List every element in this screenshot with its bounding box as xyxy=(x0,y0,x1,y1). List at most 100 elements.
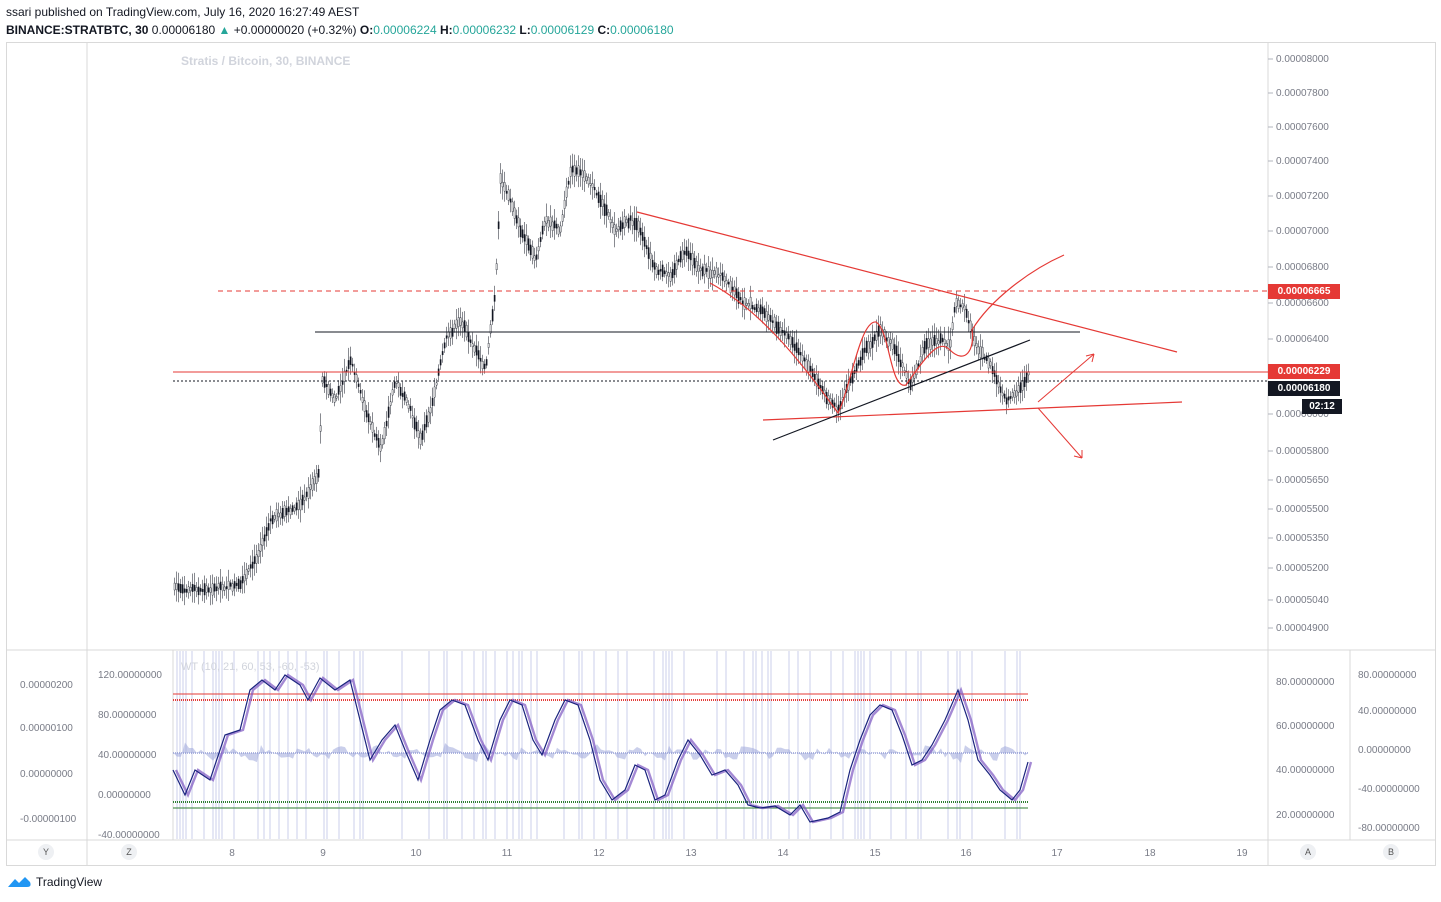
indicator-left-outer-label: 0.00000000 xyxy=(20,769,73,780)
candle-body xyxy=(457,317,460,327)
time-axis-label: 18 xyxy=(1144,848,1156,859)
candle-body xyxy=(489,324,492,334)
wt-signal-bar xyxy=(842,651,844,839)
wt-signal-bar xyxy=(920,651,922,839)
candle-body xyxy=(295,502,298,511)
wt-signal-bar xyxy=(797,651,799,839)
candle-body xyxy=(485,359,488,366)
time-axis-label: 8 xyxy=(229,848,235,859)
candle-body xyxy=(463,320,466,333)
candle-body xyxy=(273,515,276,520)
candle-body xyxy=(561,214,564,222)
candle-body xyxy=(307,487,310,499)
candle-body xyxy=(499,173,502,184)
candle-body xyxy=(705,268,708,272)
candle-body xyxy=(539,237,542,242)
candle-body xyxy=(929,338,932,350)
candle-body xyxy=(281,508,284,519)
indicator-left-outer-label: 0.00000100 xyxy=(20,723,73,734)
candle-body xyxy=(667,272,670,277)
candle-body xyxy=(377,437,380,448)
candle-body xyxy=(517,217,520,228)
candle-body xyxy=(935,338,938,345)
wt-signal-bar xyxy=(788,651,790,839)
candle-body xyxy=(245,569,248,579)
time-axis-label: 19 xyxy=(1236,848,1248,859)
candle-body xyxy=(363,400,366,412)
a-axis-button[interactable]: A xyxy=(1300,844,1316,860)
candle-body xyxy=(867,341,870,354)
z-axis-button[interactable]: Z xyxy=(121,844,137,860)
indicator-right-inner-label: 80.00000000 xyxy=(1276,677,1335,688)
price-axis-label: 0.00006400 xyxy=(1276,334,1329,345)
candle-body xyxy=(423,424,426,431)
indicator-right-outer-label: 0.00000000 xyxy=(1358,745,1411,756)
indicator-left-inner-label: 80.00000000 xyxy=(98,710,157,721)
candle-body xyxy=(791,337,794,348)
candle-body xyxy=(285,507,288,516)
symbol-name[interactable]: BINANCE:STRATBTC, 30 xyxy=(6,23,149,37)
resistance-price-tag: 0.00006665 xyxy=(1268,284,1340,299)
candle-body xyxy=(665,271,668,276)
candle-body xyxy=(549,216,552,227)
candle-body xyxy=(567,180,570,185)
candle-body xyxy=(815,373,818,387)
wt-signal-bar xyxy=(743,651,745,839)
candle-body xyxy=(771,320,774,323)
tradingview-logo[interactable]: TradingView xyxy=(6,875,102,889)
candle-body xyxy=(319,425,322,432)
candle-body xyxy=(743,297,746,310)
wt-signal-bar xyxy=(485,651,487,839)
candle-body xyxy=(769,315,772,322)
y-axis-button[interactable]: Y xyxy=(38,844,54,860)
wt2-line xyxy=(174,673,1033,824)
price-axis-label: 0.00007800 xyxy=(1276,88,1329,99)
wt-signal-bar xyxy=(443,651,445,839)
wt-signal-bar xyxy=(725,651,727,839)
candle-body xyxy=(529,244,532,256)
candle-body xyxy=(347,360,350,369)
price-axis-label: 0.00006600 xyxy=(1276,298,1329,309)
candle-body xyxy=(291,505,294,512)
low-label: L: xyxy=(519,23,531,37)
candle-body xyxy=(241,576,244,584)
candle-body xyxy=(869,341,872,349)
candle-body xyxy=(399,386,402,396)
candle-body xyxy=(473,345,476,353)
candle-body xyxy=(495,263,498,271)
b-axis-button[interactable]: B xyxy=(1383,844,1399,860)
candle-body xyxy=(187,586,190,594)
candle-body xyxy=(655,266,658,275)
candle-body xyxy=(263,534,266,542)
candle-body xyxy=(647,247,650,259)
candle-body xyxy=(617,226,620,231)
time-axis-label: 10 xyxy=(410,848,422,859)
candle-body xyxy=(501,181,504,188)
price-axis-label: 0.00005200 xyxy=(1276,563,1329,574)
candle-body xyxy=(727,281,730,285)
candle-body xyxy=(441,351,444,356)
candle-body xyxy=(267,523,270,531)
price-axis-label: 0.00007000 xyxy=(1276,226,1329,237)
candle-body xyxy=(369,421,372,425)
candle-body xyxy=(201,589,204,592)
candle-body xyxy=(601,199,604,207)
candle-body xyxy=(749,296,752,310)
candle-body xyxy=(999,386,1002,393)
wt-signal-bar xyxy=(218,651,220,839)
candle-body xyxy=(807,360,810,373)
candle-body xyxy=(385,420,388,427)
candle-body xyxy=(963,305,966,311)
candle-body xyxy=(767,314,770,321)
wt-signal-bar xyxy=(353,651,355,839)
candle-body xyxy=(737,291,740,304)
candle-body xyxy=(801,355,804,362)
candle-body xyxy=(695,261,698,272)
candle-body xyxy=(625,219,628,224)
candle-body xyxy=(313,476,316,485)
price-axis-label: 0.00006800 xyxy=(1276,262,1329,273)
close-label: C: xyxy=(597,23,611,37)
candle-body xyxy=(255,554,258,564)
wt-signal-bar xyxy=(947,651,949,839)
